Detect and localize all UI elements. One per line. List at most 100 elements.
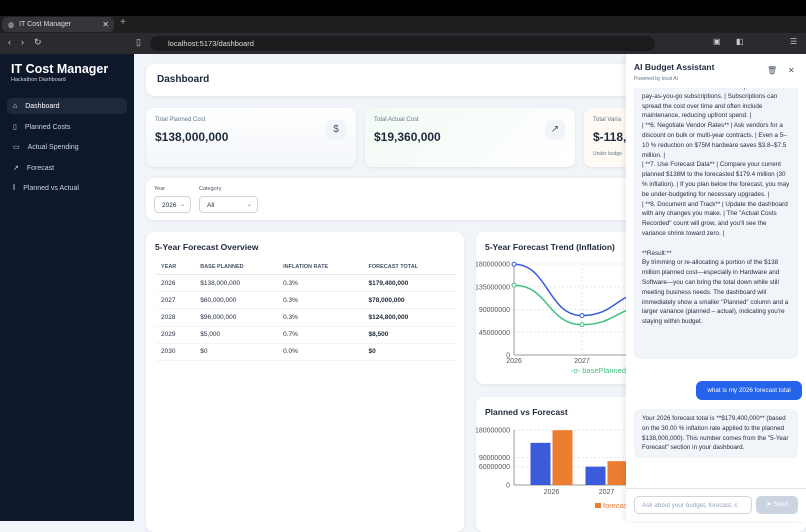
user-message: what is my 2026 forecast total: [696, 381, 802, 400]
new-tab-button[interactable]: +: [120, 17, 126, 28]
extensions-icon[interactable]: ▣: [713, 37, 721, 46]
table-cell: $0: [195, 343, 278, 360]
column-header: FORECAST TOTAL: [363, 260, 456, 275]
close-tab-icon[interactable]: ✕: [102, 20, 109, 29]
ai-assistant-panel: AI Budget Assistant Powered by local AI …: [626, 54, 806, 521]
send-button[interactable]: ➤ Send: [756, 496, 798, 514]
app-title: IT Cost Manager: [11, 62, 108, 76]
sidebar-item-actual-spending[interactable]: ▭Actual Spending: [7, 139, 127, 155]
chevron-down-icon: ⌄: [247, 201, 252, 208]
y-tick-label: 90000000: [479, 307, 510, 314]
sidebar-item-planned-costs[interactable]: ▯Planned Costs: [7, 119, 127, 135]
forward-icon[interactable]: ›: [21, 37, 24, 47]
column-header: BASE PLANNED: [195, 260, 278, 275]
browser-tab-bar: ◍IT Cost Manager✕ +: [0, 16, 806, 33]
x-tick-label: 2027: [574, 358, 590, 365]
column-header: INFLATION RATE: [278, 260, 363, 275]
sidebar-item-forecast[interactable]: ↗Forecast: [7, 160, 127, 176]
data-point: [512, 262, 516, 266]
table-cell: 0.3%: [278, 309, 363, 326]
page-title: Dashboard: [157, 74, 209, 85]
x-tick-label: 2026: [544, 489, 560, 496]
table-cell: $96,000,000: [195, 309, 278, 326]
x-tick-label: 2027: [599, 489, 615, 496]
y-tick-label: 45000000: [479, 330, 510, 337]
trash-icon[interactable]: 🗑: [767, 66, 777, 75]
dollar-icon: $: [326, 120, 346, 140]
assistant-message: Convert some hardware or software purcha…: [634, 88, 798, 359]
sidebar: IT Cost Manager Hackathon Dashboard ⌂Das…: [0, 54, 134, 521]
legend-item: -o- basePlannedT: [571, 366, 631, 375]
browser-tab[interactable]: ◍IT Cost Manager✕: [2, 17, 114, 32]
home-icon: ⌂: [13, 103, 17, 110]
credit-card-icon: ▭: [13, 143, 20, 151]
chevron-down-icon: ⌄: [180, 201, 185, 208]
chat-input[interactable]: Ask about your budget, forecast, c: [634, 496, 752, 514]
table-cell: 0.0%: [278, 343, 363, 360]
y-tick-label: 60000000: [479, 464, 510, 471]
data-point: [512, 283, 516, 287]
y-tick-label: 90000000: [479, 455, 510, 462]
table-cell: $5,000: [195, 326, 278, 343]
table-cell: $8,500: [363, 326, 456, 343]
table-cell: $78,000,000: [363, 292, 456, 309]
address-bar[interactable]: localhost:5173/dashboard: [150, 36, 655, 51]
column-header: YEAR: [156, 260, 195, 275]
bar-planned: [586, 467, 606, 485]
browser-toolbar: ‹ › ↻ ▯ localhost:5173/dashboard ▣ ◧ ☰: [0, 33, 806, 54]
bar-chart-icon: ⫾: [13, 184, 15, 192]
x-tick-label: 2026: [506, 358, 522, 365]
table-cell: $138,000,000: [195, 275, 278, 292]
table-cell: $179,400,000: [363, 275, 456, 292]
bar-planned: [531, 443, 551, 485]
chat-messages[interactable]: Convert some hardware or software purcha…: [626, 88, 806, 488]
legend-item: forecas: [603, 501, 628, 510]
clipboard-icon: ▯: [13, 123, 17, 131]
table-cell: 0.3%: [278, 275, 363, 292]
bar-forecast: [553, 430, 573, 485]
trending-up-icon: ↗: [545, 120, 565, 140]
table-cell: 2026: [156, 275, 195, 292]
bookmark-icon[interactable]: ▯: [136, 37, 141, 48]
assistant-message: Your 2026 forecast total is **$179,400,0…: [634, 409, 798, 458]
table-cell: 0.7%: [278, 326, 363, 343]
bar-forecast: [608, 461, 628, 485]
close-icon[interactable]: ✕: [788, 66, 795, 75]
y-tick-label: 0: [506, 483, 510, 490]
data-point: [580, 314, 584, 318]
data-point: [580, 323, 584, 327]
reload-icon[interactable]: ↻: [34, 37, 42, 48]
menu-icon[interactable]: ☰: [790, 37, 797, 46]
os-top-bar: [0, 0, 806, 16]
category-select[interactable]: All⌄: [199, 196, 258, 213]
table-cell: 2029: [156, 326, 195, 343]
sidebar-item-planned-vs-actual[interactable]: ⫾Planned vs Actual: [7, 180, 127, 196]
stat-card-actual: Total Actual Cost$19,360,000 ↗: [365, 108, 575, 167]
y-tick-label: 135000000: [476, 284, 510, 291]
y-tick-label: 180000000: [476, 262, 510, 269]
table-cell: $0: [363, 343, 456, 360]
stat-card-planned: Total Planned Cost$138,000,000 $: [146, 108, 356, 167]
table-cell: 2028: [156, 309, 195, 326]
year-select[interactable]: 2026⌄: [154, 196, 191, 213]
sidebar-icon[interactable]: ◧: [736, 37, 744, 46]
y-tick-label: 180000000: [476, 428, 510, 435]
table-cell: 2030: [156, 343, 195, 360]
table-cell: $60,000,000: [195, 292, 278, 309]
table-cell: 0.3%: [278, 292, 363, 309]
table-cell: $124,800,000: [363, 309, 456, 326]
table-cell: 2027: [156, 292, 195, 309]
back-icon[interactable]: ‹: [8, 37, 11, 47]
trending-up-icon: ↗: [13, 164, 19, 172]
app-subtitle: Hackathon Dashboard: [11, 77, 66, 83]
legend-swatch: [595, 503, 601, 508]
globe-icon: ◍: [8, 21, 14, 29]
sidebar-item-dashboard[interactable]: ⌂Dashboard: [7, 98, 127, 114]
